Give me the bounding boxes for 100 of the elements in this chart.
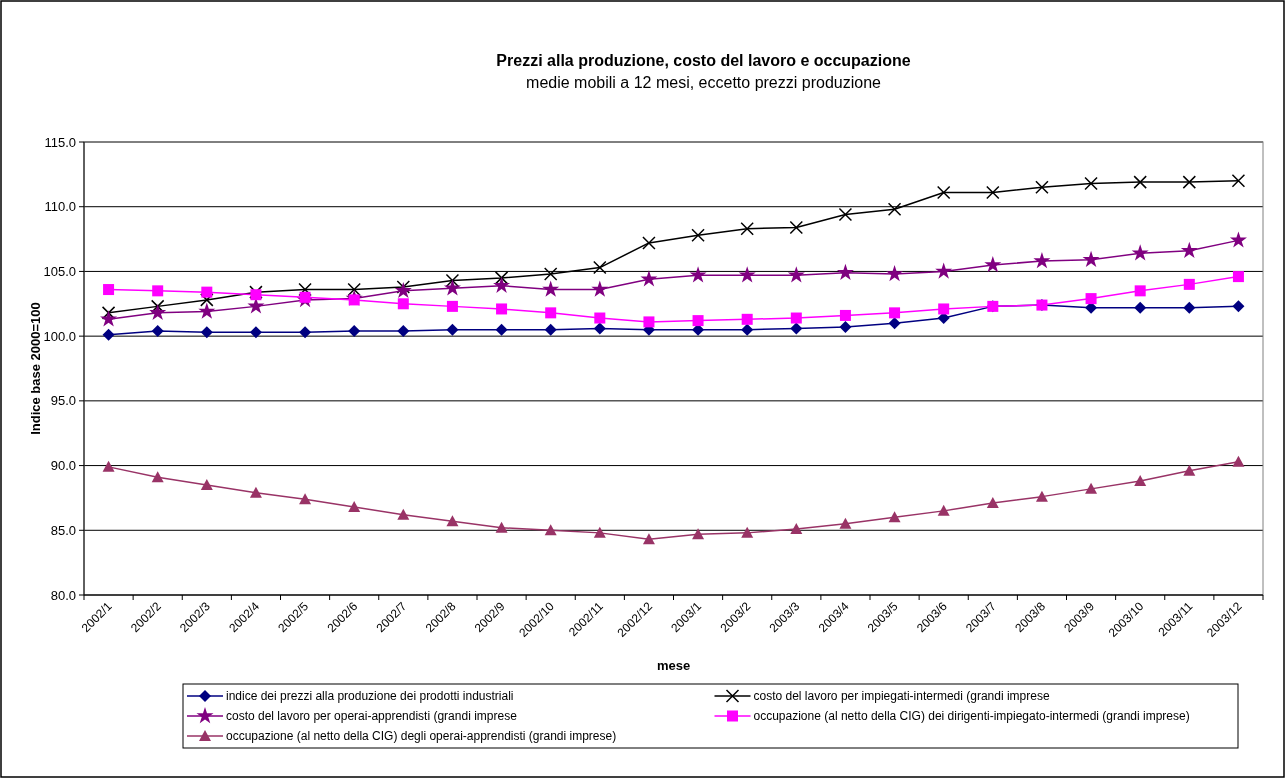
point bbox=[1232, 271, 1244, 283]
point bbox=[397, 298, 409, 310]
legend-label: occupazione (al netto della CIG) degli operai-apprendisti (grandi imprese) bbox=[226, 729, 617, 744]
point bbox=[1033, 252, 1051, 269]
point bbox=[200, 478, 213, 490]
point bbox=[937, 504, 950, 516]
point bbox=[936, 185, 951, 200]
point bbox=[839, 309, 851, 321]
point bbox=[1232, 455, 1245, 467]
chart-subtitle: medie mobili a 12 mesi, eccetto prezzi produzione bbox=[526, 74, 882, 91]
point bbox=[495, 323, 508, 336]
point bbox=[640, 270, 658, 287]
point bbox=[200, 293, 214, 307]
point bbox=[1035, 490, 1048, 502]
point bbox=[593, 526, 606, 538]
point bbox=[1085, 293, 1097, 305]
point bbox=[299, 326, 312, 339]
point bbox=[838, 207, 853, 222]
point bbox=[201, 286, 213, 298]
point bbox=[496, 303, 508, 315]
point bbox=[1084, 176, 1098, 191]
point bbox=[1131, 244, 1149, 261]
point bbox=[446, 300, 458, 312]
point bbox=[298, 282, 312, 297]
point bbox=[1182, 175, 1197, 189]
point bbox=[495, 521, 508, 533]
legend-label: costo del lavoro per impiegati-intermedi (grandi imprese bbox=[753, 689, 1050, 704]
point bbox=[151, 471, 164, 483]
point bbox=[839, 321, 852, 334]
y-tick-label: 110.0 bbox=[44, 199, 76, 215]
point bbox=[984, 256, 1002, 273]
point bbox=[446, 515, 459, 527]
y-tick-label: 100.0 bbox=[43, 328, 76, 344]
chart-title: Prezzi alla produzione, costo del lavoro e occupazione bbox=[496, 52, 911, 69]
point bbox=[787, 266, 805, 283]
point bbox=[789, 220, 804, 235]
point bbox=[542, 280, 560, 297]
legend-label: indice dei prezzi alla produzione dei prodotti industriali bbox=[226, 689, 514, 704]
point bbox=[545, 307, 557, 319]
point bbox=[1183, 464, 1196, 476]
y-tick-label: 115.0 bbox=[44, 134, 76, 150]
point bbox=[986, 185, 1000, 200]
point bbox=[591, 280, 609, 297]
point bbox=[642, 236, 656, 250]
point bbox=[740, 221, 754, 236]
y-tick-label: 85.0 bbox=[50, 522, 76, 538]
point bbox=[249, 326, 262, 339]
y-tick-label: 90.0 bbox=[50, 458, 76, 474]
y-axis-title: Indice base 2000=100 bbox=[28, 302, 43, 435]
point bbox=[689, 266, 707, 283]
point bbox=[347, 282, 361, 297]
point bbox=[1232, 300, 1245, 313]
point bbox=[103, 284, 115, 296]
point bbox=[102, 460, 115, 472]
point bbox=[886, 265, 904, 282]
point bbox=[741, 323, 754, 336]
point bbox=[101, 306, 116, 320]
y-tick-label: 105.0 bbox=[43, 263, 76, 279]
point bbox=[1134, 285, 1146, 297]
point bbox=[543, 267, 558, 281]
point bbox=[152, 285, 164, 297]
point bbox=[1180, 241, 1198, 258]
point bbox=[1085, 482, 1098, 494]
point bbox=[446, 323, 459, 336]
point bbox=[149, 303, 167, 321]
point bbox=[200, 326, 213, 339]
point bbox=[593, 322, 606, 335]
point bbox=[1231, 174, 1246, 188]
point bbox=[888, 511, 901, 523]
point bbox=[1035, 180, 1049, 195]
point bbox=[1134, 475, 1147, 487]
point bbox=[1183, 278, 1195, 290]
point bbox=[102, 328, 115, 341]
point bbox=[642, 533, 655, 545]
point bbox=[1082, 250, 1100, 268]
x-axis-title: mese bbox=[656, 658, 691, 673]
point bbox=[836, 263, 854, 280]
point bbox=[250, 289, 262, 301]
point bbox=[888, 317, 901, 330]
point bbox=[889, 307, 901, 319]
point bbox=[643, 316, 655, 328]
point bbox=[544, 524, 557, 536]
legend-label: occupazione (al netto della CIG) dei dirigenti-impiegato-intermedi (grandi imprese) bbox=[753, 709, 1190, 724]
point bbox=[493, 276, 511, 293]
point bbox=[741, 526, 754, 538]
point bbox=[397, 324, 410, 337]
point bbox=[445, 273, 460, 288]
point bbox=[396, 280, 411, 294]
point bbox=[594, 312, 606, 324]
point bbox=[790, 322, 803, 335]
point bbox=[348, 324, 361, 337]
point bbox=[348, 500, 361, 512]
point bbox=[887, 202, 902, 217]
point bbox=[100, 310, 118, 327]
point bbox=[790, 312, 802, 324]
point bbox=[198, 302, 216, 319]
legend-label: costo del lavoro per operai-apprendisti (grandi imprese bbox=[226, 709, 518, 724]
point bbox=[741, 313, 753, 325]
point bbox=[494, 271, 509, 285]
point bbox=[692, 315, 704, 327]
